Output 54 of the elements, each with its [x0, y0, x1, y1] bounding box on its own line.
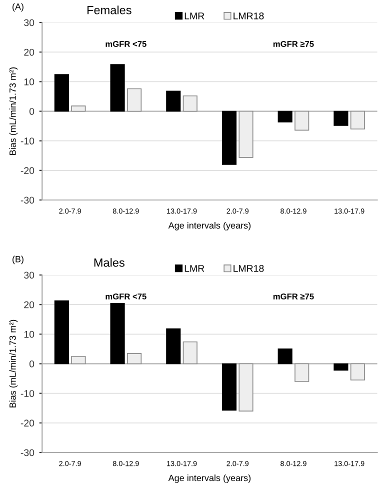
- bar: [54, 300, 69, 364]
- annotation: mGFR <75: [106, 294, 146, 300]
- bar: [238, 110, 254, 158]
- bar: [238, 363, 254, 412]
- y-tick-label: 30: [24, 272, 34, 279]
- y-tick-label: 30: [24, 19, 34, 26]
- bar: [278, 348, 292, 364]
- bar: [166, 328, 181, 364]
- y-tick-label: -30: [20, 196, 34, 204]
- bar: [110, 302, 125, 364]
- y-axis-title: Bias (mL/min/1.73 m²): [9, 67, 18, 155]
- y-tick-label: -10: [20, 390, 34, 397]
- annotation: mGFR ≥75: [273, 294, 314, 300]
- chart-title: Females: [87, 6, 132, 14]
- bar: [127, 88, 142, 112]
- bar: [294, 110, 310, 131]
- bar: [54, 74, 69, 112]
- bar: [350, 363, 365, 380]
- bar: [334, 363, 348, 371]
- legend-label: LMR: [184, 265, 204, 272]
- bar: [222, 363, 237, 411]
- x-axis-title: Age intervals (years): [168, 474, 251, 483]
- text: (A): [12, 3, 24, 12]
- y-tick-label: 20: [24, 48, 34, 56]
- y-tick-label: 10: [24, 78, 34, 86]
- bar: [71, 356, 86, 364]
- y-tick-label: 20: [24, 301, 34, 308]
- bar: [166, 90, 181, 112]
- y-tick-label: -30: [20, 449, 34, 456]
- bar: [334, 110, 348, 126]
- annotation: mGFR ≥75: [273, 41, 314, 47]
- y-axis-title: Bias (mL/min/1.73 m²): [9, 320, 18, 408]
- y-tick-label: -20: [20, 420, 34, 427]
- text: (B): [12, 256, 24, 264]
- y-tick-label: 0: [29, 108, 34, 115]
- bar: [71, 106, 86, 112]
- bar: [294, 363, 310, 382]
- annotation: mGFR <75: [106, 41, 146, 47]
- bar: [182, 95, 198, 112]
- bar: [350, 110, 365, 130]
- legend-label: LMR: [184, 12, 204, 20]
- legend-label: LMR18: [234, 264, 264, 272]
- bar: [182, 341, 198, 364]
- y-tick-label: 0: [29, 360, 34, 368]
- y-tick-label: -10: [20, 138, 34, 144]
- bar: [127, 352, 142, 364]
- bar: [278, 110, 292, 122]
- chart-title: Males: [94, 258, 124, 267]
- bar: [222, 110, 237, 165]
- bar: [110, 64, 125, 112]
- legend-label: LMR18: [234, 12, 264, 20]
- y-tick-label: 10: [24, 330, 34, 338]
- x-axis-title: Age intervals (years): [168, 222, 251, 230]
- y-tick-label: -20: [20, 167, 34, 174]
